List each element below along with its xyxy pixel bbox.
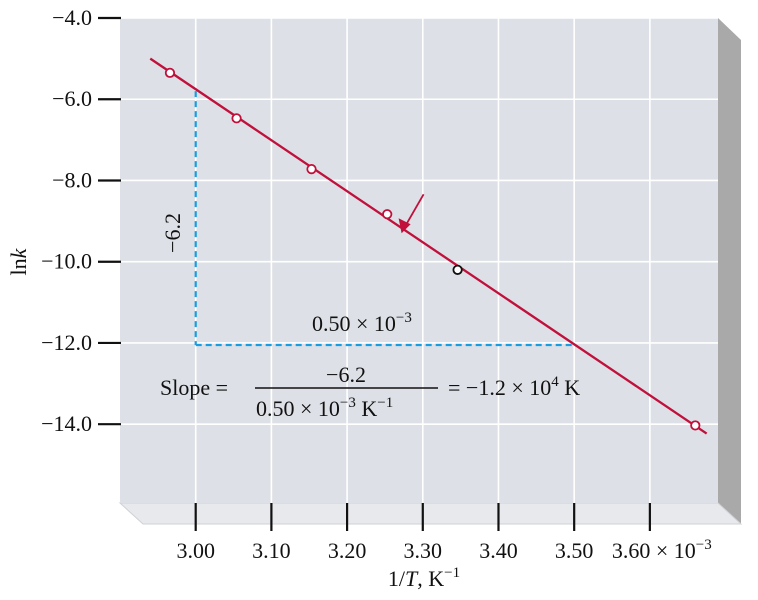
y-tick-label: −12.0 bbox=[41, 330, 92, 355]
x-axis-title: 1/T, K−1 bbox=[388, 565, 460, 591]
arrow-head bbox=[398, 218, 411, 234]
y-tick-label: −4.0 bbox=[52, 5, 92, 30]
x-tick-label: 3.40 bbox=[479, 538, 518, 563]
frame-bottom-panel bbox=[118, 502, 743, 525]
x-axis: 3.00 3.10 3.20 3.30 3.40 3.50 3.60 × 10−3 bbox=[176, 503, 712, 563]
formula-denominator: 0.50 × 10−3 K−1 bbox=[256, 395, 393, 421]
data-point bbox=[382, 209, 393, 220]
slope-formula: Slope = −6.2 0.50 × 10−3 K−1 = −1.2 × 10… bbox=[160, 362, 580, 421]
x-tick-label: 3.30 bbox=[404, 538, 443, 563]
arrow-shaft bbox=[403, 193, 425, 228]
formula-prefix: Slope = bbox=[160, 375, 228, 400]
x-tick-label: 3.20 bbox=[328, 538, 367, 563]
x-tick-label: 3.50 bbox=[555, 538, 594, 563]
y-tick-label: −6.0 bbox=[52, 86, 92, 111]
arrow-annotation bbox=[398, 193, 425, 234]
formula-result: = −1.2 × 104 K bbox=[448, 374, 580, 400]
slope-vertical-label: −6.2 bbox=[160, 213, 185, 253]
x-tick-label-last: 3.60 × 10−3 bbox=[612, 537, 712, 563]
y-tick-label: −8.0 bbox=[52, 167, 92, 192]
frame-side-panel bbox=[718, 18, 741, 524]
y-axis: −4.0 −6.0 −8.0 −10.0 −12.0 −14.0 bbox=[41, 5, 121, 436]
data-point bbox=[306, 164, 317, 175]
data-point bbox=[690, 420, 701, 431]
fit-line bbox=[149, 57, 708, 435]
data-points bbox=[164, 67, 701, 431]
slope-horizontal-label: 0.50 × 10−3 bbox=[312, 310, 412, 336]
grid bbox=[120, 17, 718, 503]
data-point bbox=[452, 264, 463, 275]
formula-numerator: −6.2 bbox=[326, 362, 366, 387]
y-axis-title: lnk bbox=[6, 247, 31, 275]
x-tick-label: 3.00 bbox=[176, 538, 215, 563]
slope-triangle bbox=[194, 91, 575, 347]
x-tick-label: 3.10 bbox=[252, 538, 291, 563]
data-point bbox=[164, 67, 176, 78]
plot-area bbox=[120, 18, 718, 503]
y-tick-label: −14.0 bbox=[41, 411, 92, 436]
data-point bbox=[231, 113, 242, 124]
y-tick-label: −10.0 bbox=[41, 249, 92, 274]
